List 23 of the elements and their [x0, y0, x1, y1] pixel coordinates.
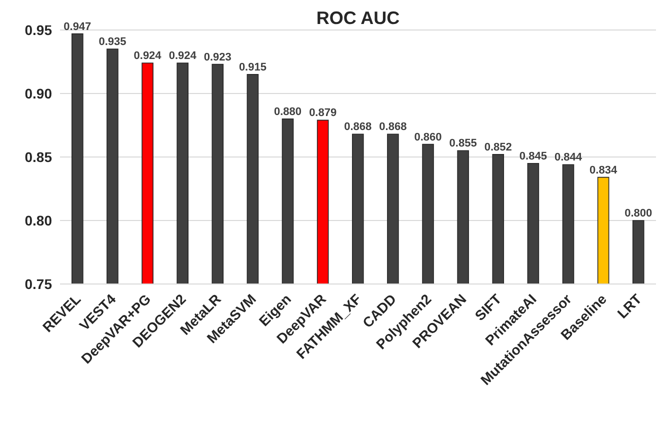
data-label: 0.924 [168, 50, 198, 62]
data-label: 0.868 [379, 121, 407, 134]
data-label: 0.844 [554, 152, 583, 164]
data-label: 0.935 [98, 36, 126, 48]
chart-title: ROC AUC [316, 8, 400, 28]
y-tick-label: 0.80 [24, 212, 52, 228]
data-label: 0.855 [449, 138, 477, 150]
y-tick-label: 0.90 [24, 85, 52, 102]
data-label: 0.800 [624, 208, 652, 220]
data-label: 0.845 [519, 150, 547, 162]
data-label: 0.834 [590, 164, 618, 176]
data-label: 0.880 [274, 106, 302, 118]
data-label: 0.852 [484, 141, 512, 154]
data-label: 0.923 [204, 51, 232, 64]
data-label: 0.879 [309, 107, 337, 120]
y-tick-label: 0.85 [24, 148, 52, 165]
data-label: 0.915 [238, 61, 266, 74]
y-tick-label: 0.75 [24, 276, 52, 292]
data-label: 0.924 [134, 50, 162, 62]
data-label: 0.947 [64, 20, 92, 33]
data-label: 0.868 [344, 121, 372, 134]
y-tick-label: 0.95 [24, 22, 52, 38]
data-label: 0.860 [414, 131, 442, 144]
